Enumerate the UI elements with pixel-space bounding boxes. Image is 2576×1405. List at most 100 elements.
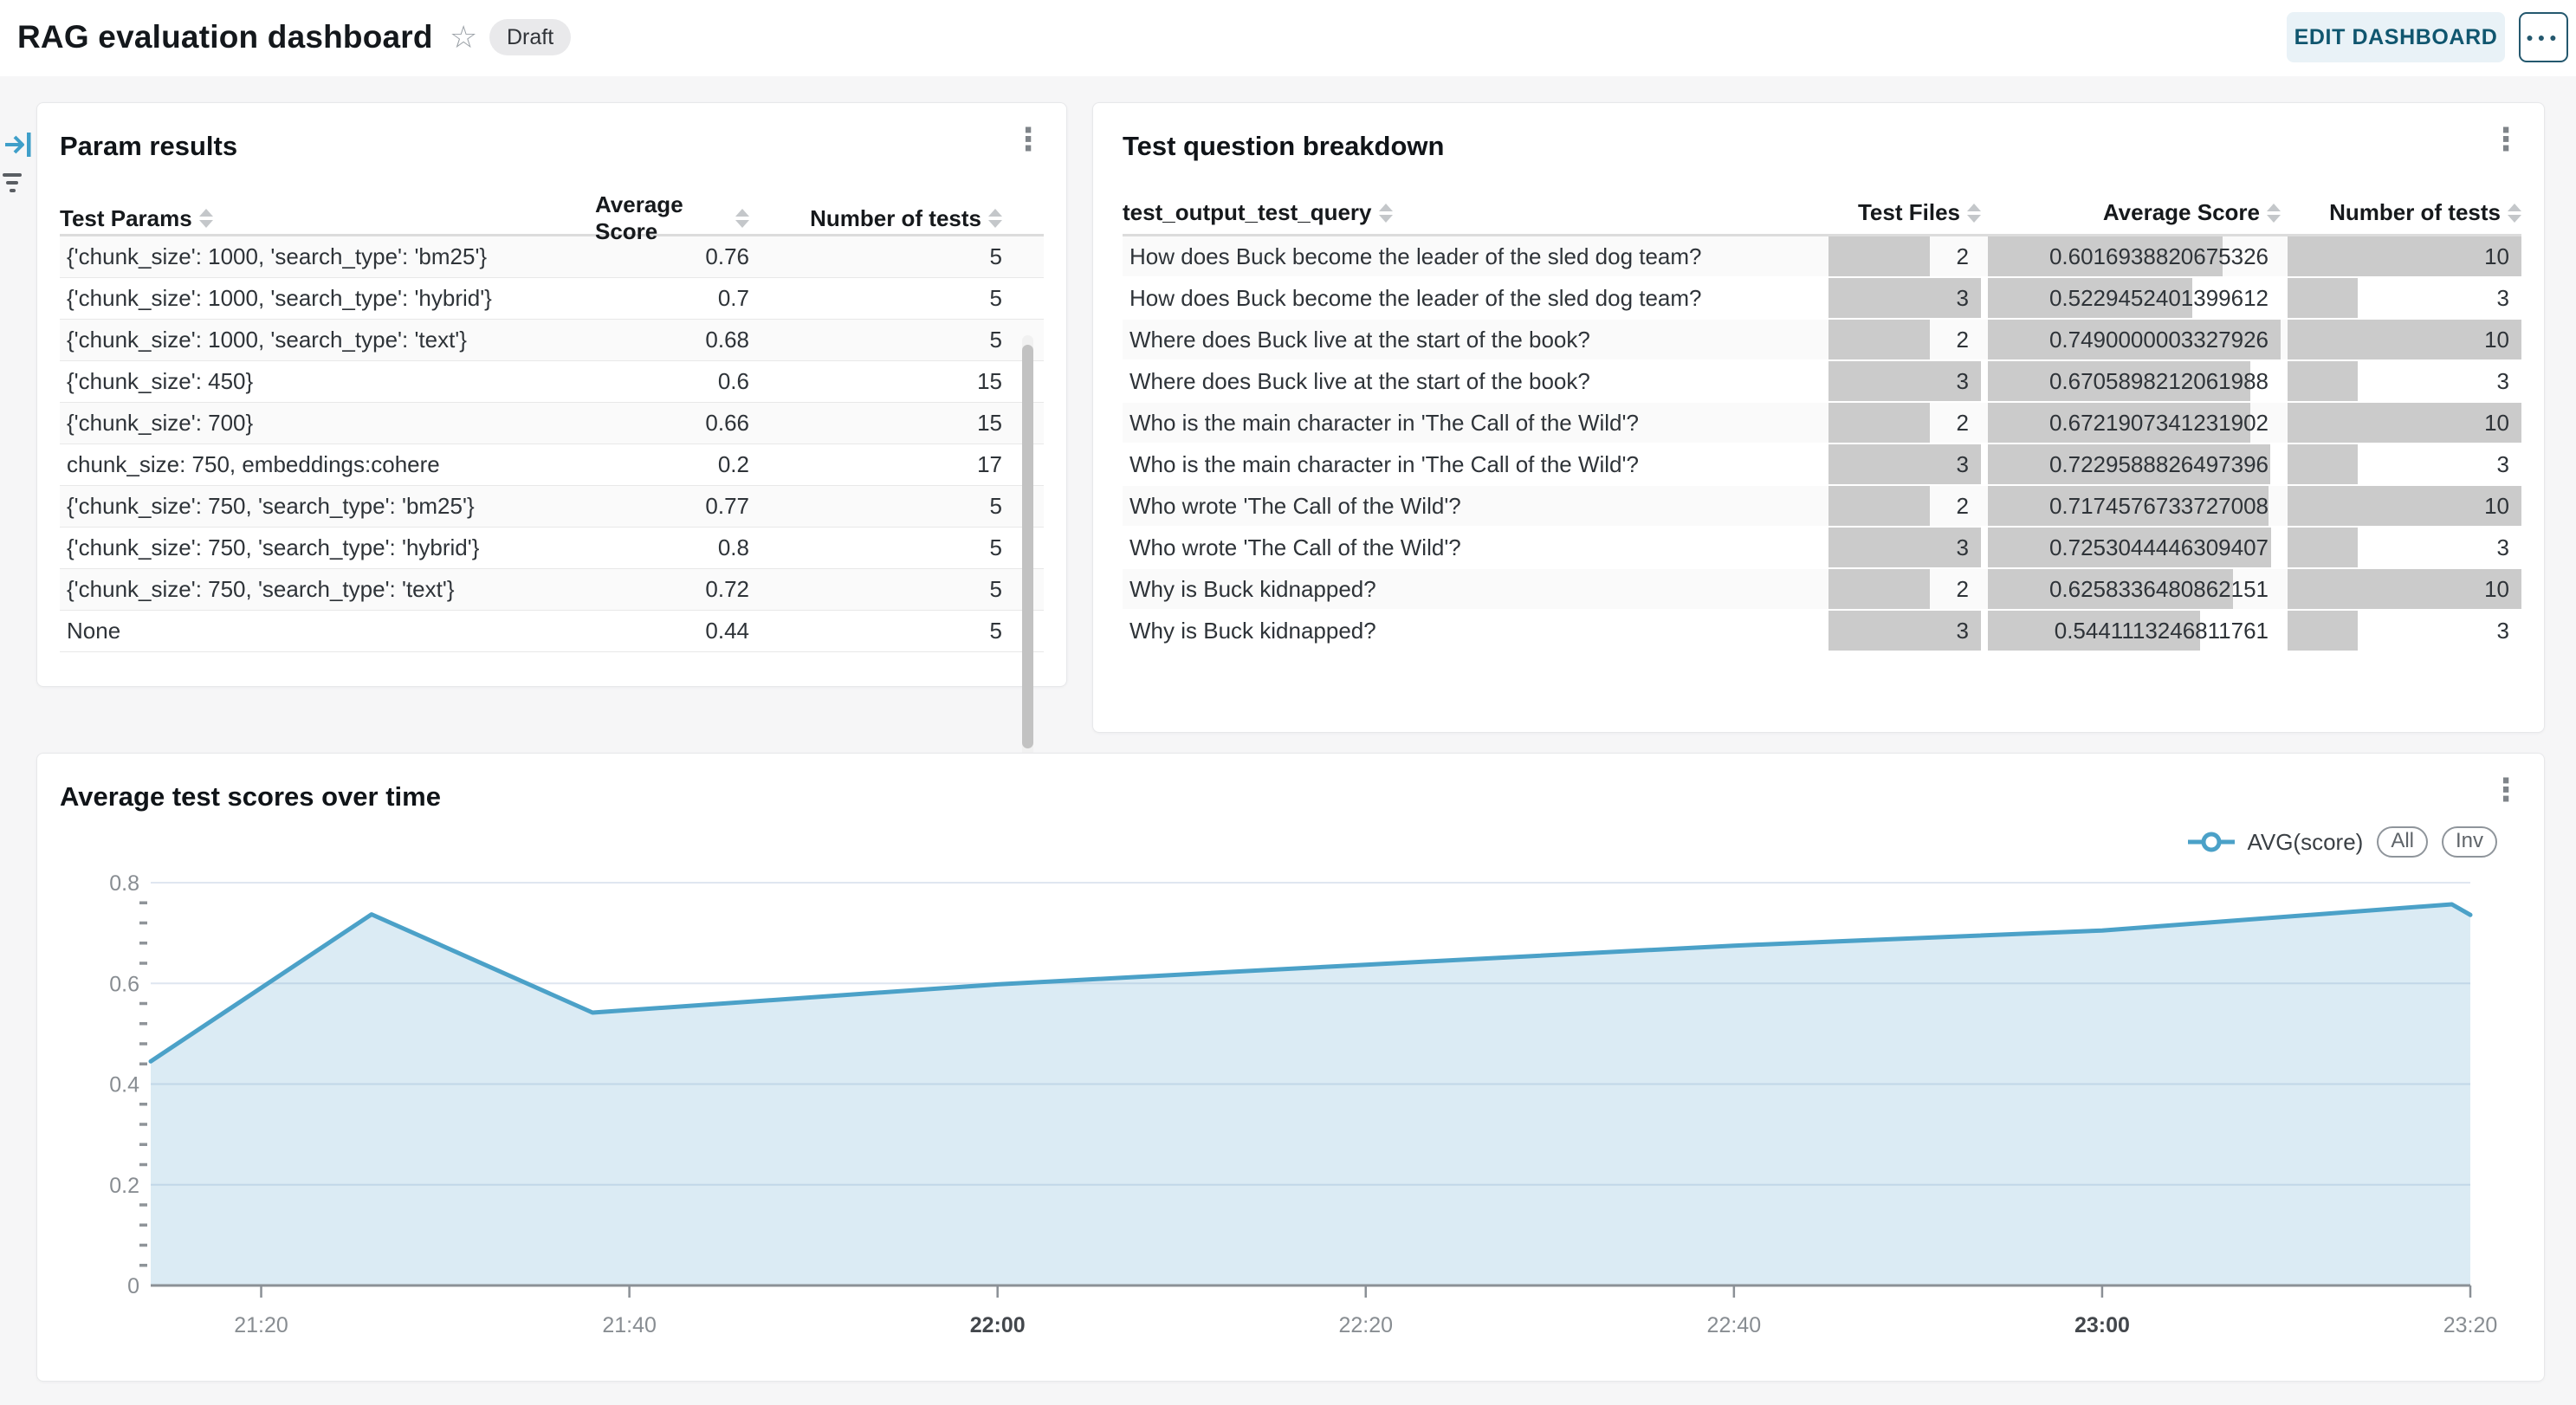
scrollbar-track <box>1022 335 1033 787</box>
data-bar <box>2288 444 2358 484</box>
cell-tests: 3 <box>2288 278 2521 318</box>
cell-tests: 3 <box>2288 361 2521 401</box>
cell-score: 0.7229588826497396 <box>1988 444 2281 484</box>
cell-score: 0.77 <box>705 493 749 519</box>
cell-params: {'chunk_size': 1000, 'search_type': 'hyb… <box>67 285 492 311</box>
legend-inv-button[interactable]: Inv <box>2441 826 2497 858</box>
column-header-test-params[interactable]: Test Params <box>60 205 595 232</box>
data-bar <box>1828 236 1931 276</box>
data-bar <box>1988 486 2269 526</box>
table-row: Where does Buck live at the start of the… <box>1123 361 2521 403</box>
cell-tests: 5 <box>989 327 1002 353</box>
data-bar <box>1828 486 1931 526</box>
data-bar <box>2288 486 2521 526</box>
cell-query: How does Buck become the leader of the s… <box>1129 284 1702 311</box>
kebab-menu-icon[interactable]: ⋮ <box>2490 121 2521 157</box>
column-header-test-files[interactable]: Test Files <box>1828 199 1981 226</box>
cell-tests: 5 <box>989 576 1002 602</box>
cell-query: Why is Buck kidnapped? <box>1129 617 1376 644</box>
edit-dashboard-button[interactable]: EDIT DASHBOARD <box>2287 12 2505 62</box>
data-bar <box>1988 278 2192 318</box>
top-bar: RAG evaluation dashboard ☆ Draft EDIT DA… <box>0 0 2576 76</box>
legend-label: AVG(score) <box>2247 828 2364 855</box>
data-bar <box>2288 236 2521 276</box>
cell-score: 0.2 <box>717 451 749 477</box>
data-bar <box>1988 611 2201 651</box>
table-row: {'chunk_size': 750, 'search_type': 'hybr… <box>60 528 1044 569</box>
svg-text:22:20: 22:20 <box>1338 1313 1393 1337</box>
cell-tests: 15 <box>977 368 1002 394</box>
cell-tests: 3 <box>2288 611 2521 651</box>
data-bar <box>1828 528 1981 567</box>
svg-text:21:20: 21:20 <box>234 1313 288 1337</box>
table-row: {'chunk_size': 750, 'search_type': 'bm25… <box>60 486 1044 528</box>
table-row: {'chunk_size': 1000, 'search_type': 'bm2… <box>60 236 1044 278</box>
column-header-number-of-tests[interactable]: Number of tests <box>2288 199 2521 226</box>
cell-score: 0.44 <box>705 618 749 644</box>
data-bar <box>1988 528 2272 567</box>
data-bar <box>2288 320 2521 359</box>
cell-tests: 10 <box>2288 486 2521 526</box>
chart-legend: AVG(score) All Inv <box>2186 826 2497 858</box>
sort-icon <box>2267 203 2281 223</box>
cell-params: {'chunk_size': 1000, 'search_type': 'bm2… <box>67 243 488 269</box>
cell-score: 0.6721907341231902 <box>1988 403 2281 443</box>
more-options-button[interactable]: ●●● <box>2519 12 2568 62</box>
table-row: {'chunk_size': 1000, 'search_type': 'tex… <box>60 320 1044 361</box>
table-row: How does Buck become the leader of the s… <box>1123 278 2521 320</box>
cell-params: {'chunk_size': 1000, 'search_type': 'tex… <box>67 327 467 353</box>
param-results-table: Test Params Average Score Number of test… <box>60 191 1044 652</box>
favorite-star-icon[interactable]: ☆ <box>450 19 478 55</box>
cell-score: 0.8 <box>717 534 749 560</box>
data-bar <box>2288 569 2521 609</box>
cell-params: {'chunk_size': 750, 'search_type': 'hybr… <box>67 534 480 560</box>
svg-text:22:00: 22:00 <box>970 1313 1026 1337</box>
data-bar <box>1828 361 1981 401</box>
table-row: Who is the main character in 'The Call o… <box>1123 444 2521 486</box>
cell-files: 2 <box>1828 403 1981 443</box>
svg-text:0.6: 0.6 <box>109 972 139 996</box>
column-header-query[interactable]: test_output_test_query <box>1123 199 1822 226</box>
scores-chart: 0 0.2 0.4 0.6 0.8 21:20 21:40 22:00 22:20 22:40 23… <box>109 871 2497 1337</box>
column-header-average-score[interactable]: Average Score <box>1988 199 2281 226</box>
table-row: {'chunk_size': 750, 'search_type': 'text… <box>60 569 1044 611</box>
cell-files: 2 <box>1828 569 1981 609</box>
cell-files: 3 <box>1828 611 1981 651</box>
cell-score: 0.5441113246811761 <box>1988 611 2281 651</box>
cell-query: Who wrote 'The Call of the Wild'? <box>1129 492 1461 519</box>
cell-tests: 5 <box>989 243 1002 269</box>
kebab-menu-icon[interactable]: ⋮ <box>1013 121 1044 157</box>
data-bar <box>1828 444 1981 484</box>
cell-params: chunk_size: 750, embeddings:cohere <box>67 451 440 477</box>
table-row: Who wrote 'The Call of the Wild'? 3 0.7253… <box>1123 528 2521 569</box>
card-title: Test question breakdown <box>1123 131 1445 161</box>
filter-icon[interactable] <box>2 173 23 194</box>
cell-score: 0.72 <box>705 576 749 602</box>
column-header-average-score[interactable]: Average Score <box>595 191 791 245</box>
test-question-breakdown-table: test_output_test_query Test Files Averag… <box>1123 191 2521 652</box>
legend-all-button[interactable]: All <box>2377 826 2428 858</box>
param-results-card: Param results ⋮ Test Params Average Scor… <box>36 102 1067 787</box>
test-question-breakdown-rows: How does Buck become the leader of the s… <box>1123 236 2521 652</box>
table-row: chunk_size: 750, embeddings:cohere 0.2 17 <box>60 444 1044 486</box>
data-bar <box>1828 403 1931 443</box>
column-header-number-of-tests[interactable]: Number of tests <box>791 205 1044 232</box>
data-bar <box>1828 320 1931 359</box>
cell-files: 3 <box>1828 278 1981 318</box>
legend-item-avg-score[interactable]: AVG(score) <box>2186 829 2363 856</box>
collapse-panel-icon[interactable] <box>3 130 33 159</box>
cell-tests: 10 <box>2288 403 2521 443</box>
cell-files: 3 <box>1828 528 1981 567</box>
sort-icon <box>1378 203 1393 223</box>
data-bar <box>1828 569 1931 609</box>
kebab-menu-icon[interactable]: ⋮ <box>2490 772 2521 807</box>
cell-tests: 15 <box>977 410 1002 436</box>
data-bar <box>1988 403 2251 443</box>
card-title: Average test scores over time <box>60 781 441 812</box>
cell-tests: 5 <box>989 618 1002 644</box>
scrollbar-thumb[interactable] <box>1022 345 1033 748</box>
data-bar <box>1828 278 1981 318</box>
sort-icon <box>198 209 213 228</box>
cell-score: 0.7 <box>717 285 749 311</box>
test-question-breakdown-card: Test question breakdown ⋮ test_output_te… <box>1092 102 2545 733</box>
